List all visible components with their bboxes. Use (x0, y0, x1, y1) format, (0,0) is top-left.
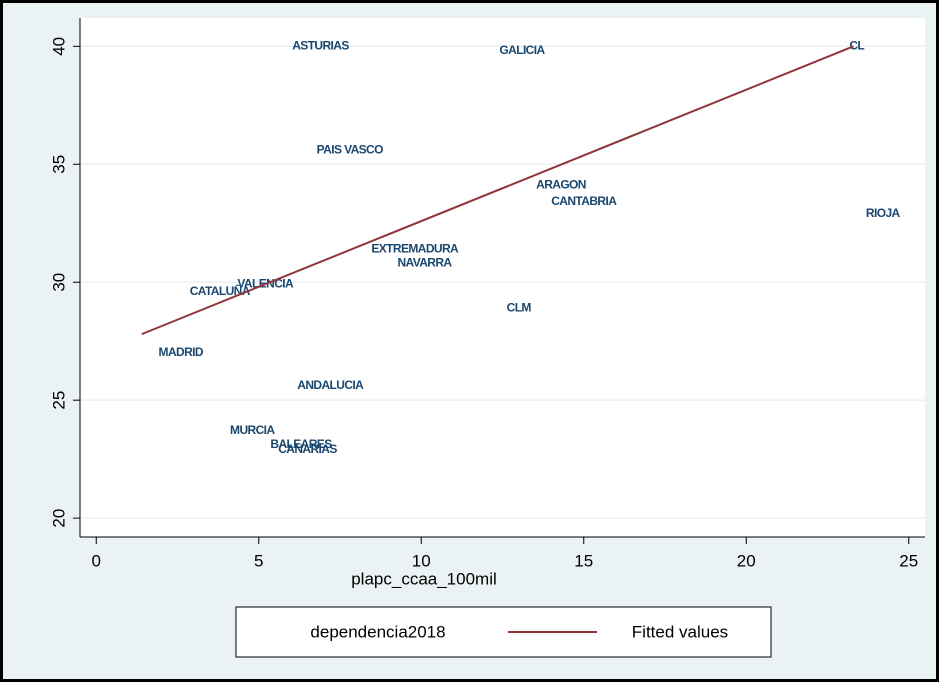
y-tick-label: 25 (49, 391, 68, 410)
point-label: CANARIAS (278, 442, 337, 456)
y-tick-label: 40 (49, 37, 68, 56)
x-tick-label: 20 (737, 551, 756, 570)
point-label: ASTURIAS (292, 38, 349, 52)
point-label: CATALUÑA (190, 283, 251, 298)
point-label: RIOJA (866, 206, 901, 220)
point-label: CLM (507, 300, 532, 314)
legend-label: dependencia2018 (310, 622, 445, 641)
y-tick-label: 35 (49, 155, 68, 174)
point-label: GALICIA (499, 43, 545, 57)
y-tick-label: 20 (49, 509, 68, 528)
point-label: CL (849, 38, 864, 52)
point-label: PAIS VASCO (317, 142, 384, 156)
x-tick-label: 5 (254, 551, 263, 570)
point-label: MADRID (159, 345, 204, 359)
point-label: EXTREMADURA (371, 241, 459, 255)
point-label: BALEARES (270, 437, 332, 451)
point-label: ARAGON (536, 178, 586, 192)
point-label: NAVARRA (397, 256, 452, 270)
y-tick-label: 30 (49, 273, 68, 292)
x-tick-label: 0 (92, 551, 101, 570)
x-tick-label: 25 (899, 551, 918, 570)
x-tick-label: 10 (412, 551, 431, 570)
point-label: ANDALUCIA (297, 378, 364, 392)
legend (235, 606, 772, 658)
point-label: CANTABRIA (551, 194, 617, 208)
fitted-line (141, 45, 854, 336)
plot-area (80, 18, 925, 537)
x-tick-label: 15 (574, 551, 593, 570)
legend-label: Fitted values (632, 622, 728, 641)
x-axis-label: plapc_ccaa_100mil (351, 569, 497, 588)
point-label: MURCIA (230, 423, 275, 437)
